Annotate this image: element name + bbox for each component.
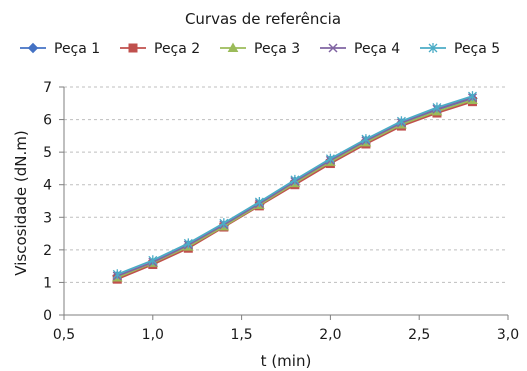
x-tick-label: 2,5 <box>408 327 430 343</box>
y-tick-label: 5 <box>43 145 52 161</box>
legend-label: Peça 2 <box>154 41 200 57</box>
x-tick-label: 1,0 <box>142 327 164 343</box>
data-point <box>432 102 442 113</box>
y-tick-label: 4 <box>43 178 52 194</box>
x-axis-title: t (min) <box>261 352 312 370</box>
chart-grid <box>64 86 508 283</box>
legend-marker <box>227 42 239 52</box>
y-tick-label: 3 <box>43 210 52 226</box>
y-tick-label: 2 <box>43 243 52 259</box>
series-5 <box>112 91 477 280</box>
legend-marker <box>27 42 39 54</box>
data-point <box>254 196 264 207</box>
legend-marker <box>328 43 338 53</box>
legend-item: Peça 2 <box>120 41 200 57</box>
data-point <box>148 255 158 266</box>
data-point <box>290 174 300 185</box>
legend-label: Peça 1 <box>54 41 100 57</box>
x-tick-label: 3,0 <box>497 327 519 343</box>
x-tick-label: 0,5 <box>53 327 75 343</box>
data-point <box>396 116 406 127</box>
y-tick-label: 7 <box>43 80 52 96</box>
chart-title: Curvas de referência <box>185 10 341 28</box>
data-point <box>219 218 229 229</box>
legend-item: Peça 3 <box>220 41 300 57</box>
data-point <box>468 91 477 102</box>
x-tick-label: 2,0 <box>319 327 341 343</box>
x-tick-labels: 0,5 1,0 1,5 2,0 2,5 3,0 <box>53 327 519 343</box>
legend-label: Peça 4 <box>354 41 400 57</box>
y-tick-label: 6 <box>43 113 52 129</box>
data-point <box>112 269 122 280</box>
y-tick-label: 0 <box>43 308 52 324</box>
data-point <box>325 153 335 164</box>
data-point <box>183 238 193 249</box>
legend-marker <box>128 43 138 53</box>
legend-label: Peça 5 <box>454 41 500 57</box>
chart-axes <box>59 86 509 320</box>
legend-marker <box>428 43 438 53</box>
data-point <box>361 134 371 145</box>
chart-legend: Peça 1 Peça 2 Peça 3 Peça 4 Peça 5 <box>20 41 500 57</box>
x-tick-label: 1,5 <box>230 327 252 343</box>
legend-item: Peça 5 <box>420 41 500 57</box>
legend-label: Peça 3 <box>254 41 300 57</box>
legend-item: Peça 4 <box>320 41 400 57</box>
legend-item: Peça 1 <box>20 41 100 57</box>
chart-series <box>111 91 478 284</box>
y-axis-title: Viscosidade (dN.m) <box>12 130 30 275</box>
y-tick-label: 1 <box>43 275 52 291</box>
y-tick-labels: 0 1 2 3 4 5 6 7 <box>43 80 52 324</box>
